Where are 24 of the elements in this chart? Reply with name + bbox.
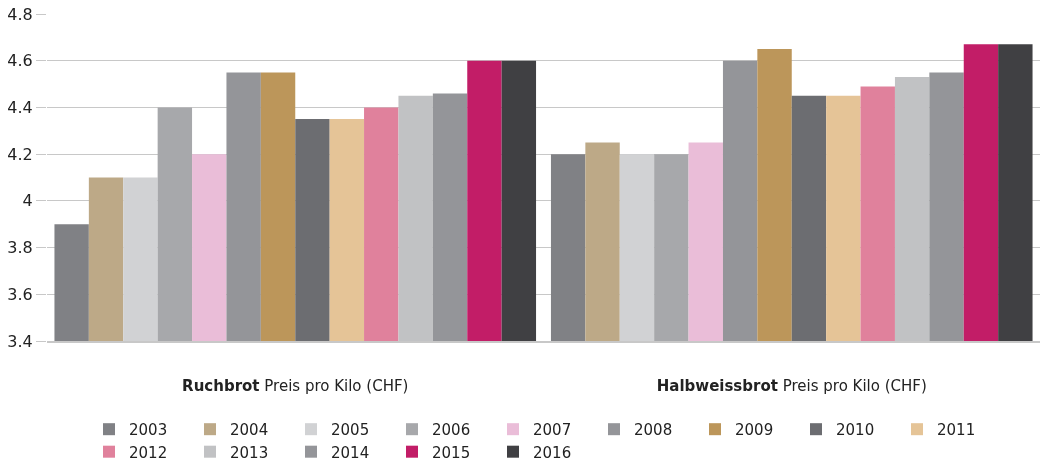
legend-label: 2009 [735, 421, 774, 440]
x-tick-label: Ruchbrot Preis pro Kilo (CHF) [182, 376, 409, 395]
legend-label: 2004 [230, 421, 269, 440]
legend-label: 2015 [432, 443, 471, 462]
legend-label: 2008 [634, 421, 673, 440]
legend-label: 2011 [937, 421, 976, 440]
legend-label: 2007 [533, 421, 572, 440]
y-tick-label: 4 [22, 191, 33, 211]
y-tick-label: 3.4 [7, 331, 33, 351]
legend-label: 2012 [129, 443, 168, 462]
y-tick-label: 4.2 [7, 144, 33, 164]
legend-label: 2013 [230, 443, 269, 462]
y-tick-label: 4.8 [7, 4, 33, 24]
legend-label: 2003 [129, 421, 168, 440]
legend-label: 2014 [331, 443, 370, 462]
legend-label: 2006 [432, 421, 471, 440]
legend-label: 2005 [331, 421, 370, 440]
y-tick-label: 3.6 [7, 284, 33, 304]
legend-label: 2010 [836, 421, 875, 440]
y-tick-label: 4.6 [7, 51, 33, 71]
x-tick-label: Halbweissbrot Preis pro Kilo (CHF) [656, 376, 927, 395]
legend-label: 2016 [533, 443, 572, 462]
y-tick-label: 4.4 [7, 98, 33, 118]
y-tick-label: 3.8 [7, 238, 33, 258]
